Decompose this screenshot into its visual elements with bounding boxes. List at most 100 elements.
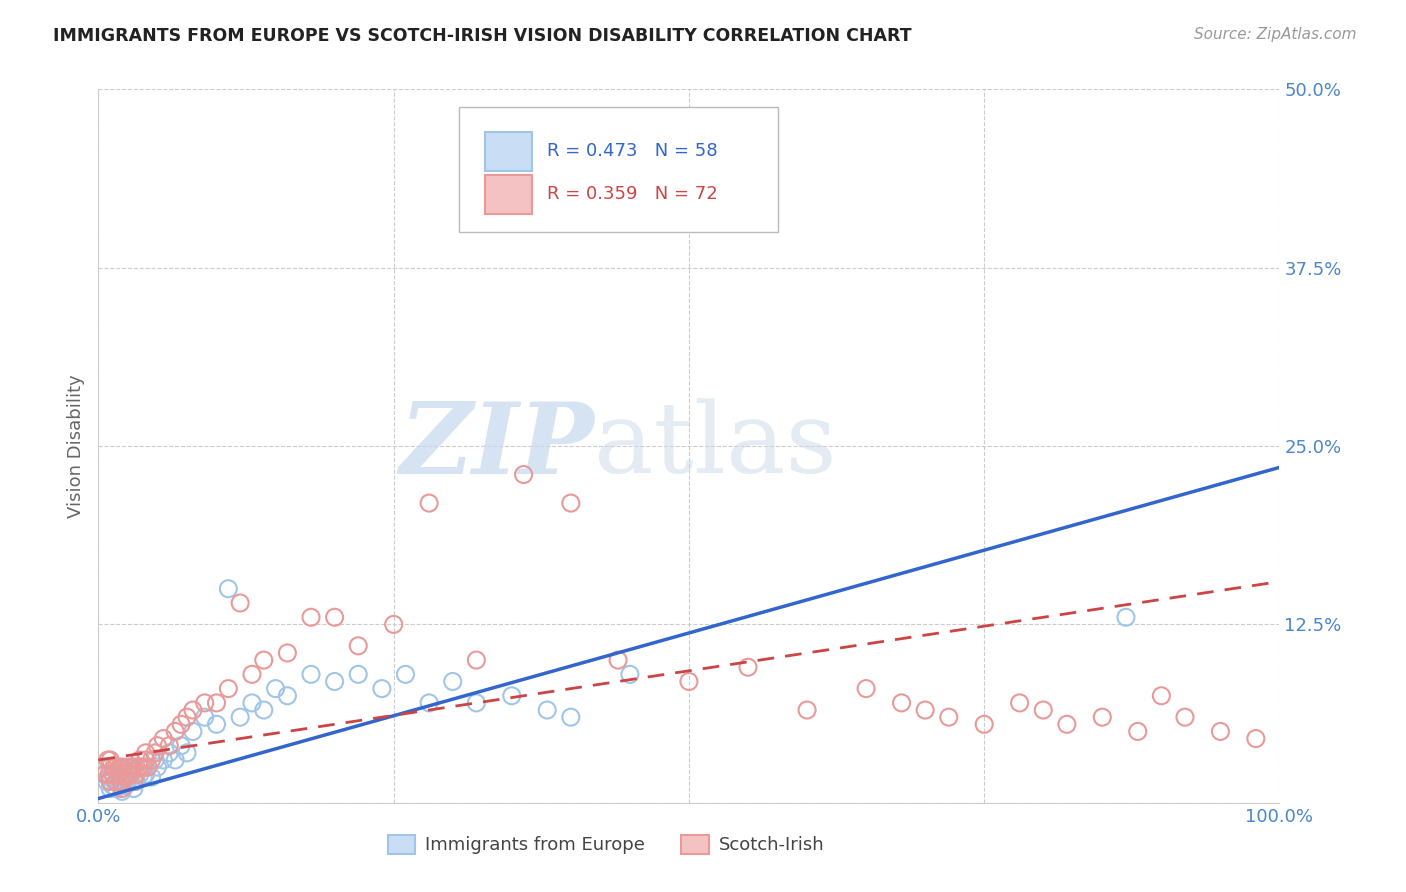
- Y-axis label: Vision Disability: Vision Disability: [66, 374, 84, 518]
- Point: [103, 767, 125, 781]
- Point: [276, 646, 298, 660]
- Text: atlas: atlas: [595, 398, 837, 494]
- Point: [107, 774, 129, 789]
- Point: [157, 746, 180, 760]
- Point: [240, 667, 263, 681]
- Point: [132, 770, 155, 784]
- Point: [170, 739, 193, 753]
- Point: [1150, 689, 1173, 703]
- Point: [323, 674, 346, 689]
- Point: [91, 760, 114, 774]
- Point: [394, 667, 416, 681]
- Point: [323, 610, 346, 624]
- Point: [194, 696, 217, 710]
- Point: [1209, 724, 1232, 739]
- Point: [299, 610, 322, 624]
- Point: [146, 760, 169, 774]
- Point: [501, 689, 523, 703]
- Point: [132, 760, 155, 774]
- Point: [1008, 696, 1031, 710]
- Point: [128, 760, 150, 774]
- Point: [122, 781, 145, 796]
- Point: [371, 681, 394, 696]
- Point: [117, 760, 139, 774]
- FancyBboxPatch shape: [485, 175, 531, 214]
- Text: Source: ZipAtlas.com: Source: ZipAtlas.com: [1194, 27, 1357, 42]
- Point: [121, 760, 143, 774]
- Point: [1091, 710, 1114, 724]
- Point: [122, 760, 145, 774]
- Point: [973, 717, 995, 731]
- Point: [194, 710, 217, 724]
- Point: [114, 779, 136, 793]
- Point: [110, 774, 132, 789]
- Point: [229, 710, 252, 724]
- Point: [108, 760, 131, 774]
- Point: [98, 774, 121, 789]
- Point: [94, 767, 117, 781]
- Point: [619, 667, 641, 681]
- Point: [128, 753, 150, 767]
- Point: [276, 689, 298, 703]
- Point: [135, 767, 157, 781]
- Point: [93, 767, 115, 781]
- Point: [1032, 703, 1054, 717]
- Point: [98, 760, 121, 774]
- Point: [135, 753, 157, 767]
- Point: [465, 653, 488, 667]
- Point: [914, 703, 936, 717]
- Point: [105, 760, 128, 774]
- Point: [146, 739, 169, 753]
- Point: [98, 753, 121, 767]
- Point: [101, 767, 124, 781]
- Point: [125, 774, 148, 789]
- Point: [112, 774, 135, 789]
- Text: R = 0.473   N = 58: R = 0.473 N = 58: [547, 143, 718, 161]
- Point: [111, 784, 134, 798]
- Legend: Immigrants from Europe, Scotch-Irish: Immigrants from Europe, Scotch-Irish: [380, 828, 832, 862]
- Point: [890, 696, 912, 710]
- Point: [299, 667, 322, 681]
- FancyBboxPatch shape: [458, 107, 778, 232]
- Point: [97, 753, 120, 767]
- Point: [441, 674, 464, 689]
- Point: [796, 703, 818, 717]
- Point: [1126, 724, 1149, 739]
- Point: [607, 653, 630, 667]
- Point: [217, 582, 239, 596]
- Point: [418, 696, 440, 710]
- Point: [111, 760, 134, 774]
- Point: [120, 767, 142, 781]
- Point: [105, 781, 128, 796]
- Point: [111, 781, 134, 796]
- Point: [205, 696, 228, 710]
- Point: [136, 760, 159, 774]
- Point: [122, 774, 145, 789]
- Point: [105, 774, 128, 789]
- Point: [120, 770, 142, 784]
- Point: [141, 770, 163, 784]
- Point: [135, 746, 157, 760]
- Text: R = 0.359   N = 72: R = 0.359 N = 72: [547, 186, 718, 203]
- Point: [117, 767, 139, 781]
- Point: [98, 781, 121, 796]
- Point: [108, 770, 131, 784]
- Point: [217, 681, 239, 696]
- Point: [152, 731, 174, 746]
- Point: [125, 767, 148, 781]
- Point: [1174, 710, 1197, 724]
- Point: [128, 767, 150, 781]
- Point: [253, 653, 276, 667]
- Point: [1244, 731, 1267, 746]
- Point: [205, 717, 228, 731]
- Point: [110, 779, 132, 793]
- Point: [141, 753, 163, 767]
- Point: [98, 770, 121, 784]
- Point: [165, 724, 187, 739]
- Point: [117, 774, 139, 789]
- Point: [105, 764, 128, 779]
- Point: [855, 681, 877, 696]
- Point: [121, 764, 143, 779]
- Point: [382, 617, 405, 632]
- Point: [347, 667, 370, 681]
